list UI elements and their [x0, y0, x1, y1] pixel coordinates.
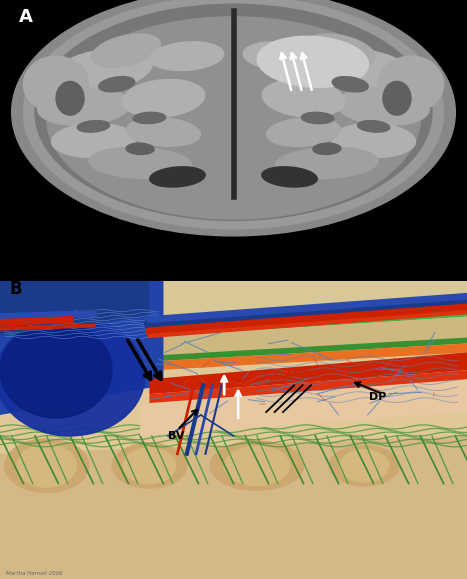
Ellipse shape — [383, 82, 411, 115]
Ellipse shape — [12, 0, 455, 236]
Ellipse shape — [0, 317, 145, 436]
Ellipse shape — [123, 448, 176, 483]
Text: Martha Harnell 2006: Martha Harnell 2006 — [6, 571, 62, 577]
Ellipse shape — [35, 4, 432, 221]
Polygon shape — [0, 338, 467, 371]
Ellipse shape — [89, 147, 191, 178]
Polygon shape — [149, 353, 467, 394]
Ellipse shape — [77, 120, 110, 132]
Ellipse shape — [378, 56, 444, 112]
Ellipse shape — [337, 88, 429, 125]
Ellipse shape — [257, 36, 368, 87]
Polygon shape — [140, 281, 467, 317]
Text: BV: BV — [168, 431, 184, 441]
Ellipse shape — [357, 120, 390, 132]
Ellipse shape — [150, 167, 205, 187]
Ellipse shape — [262, 79, 345, 117]
Ellipse shape — [315, 49, 414, 91]
Ellipse shape — [92, 34, 161, 67]
Polygon shape — [0, 436, 467, 579]
Ellipse shape — [267, 118, 340, 146]
Polygon shape — [0, 281, 467, 579]
Ellipse shape — [224, 446, 290, 485]
Ellipse shape — [126, 143, 154, 155]
Ellipse shape — [53, 49, 152, 91]
Ellipse shape — [51, 123, 135, 157]
Ellipse shape — [127, 118, 200, 146]
Ellipse shape — [340, 449, 389, 482]
Ellipse shape — [332, 123, 416, 157]
Ellipse shape — [276, 147, 378, 178]
Polygon shape — [0, 317, 467, 364]
Ellipse shape — [306, 34, 375, 67]
Ellipse shape — [210, 441, 304, 490]
Text: A: A — [19, 9, 33, 27]
Polygon shape — [149, 371, 467, 403]
Polygon shape — [0, 281, 163, 415]
Ellipse shape — [329, 446, 399, 486]
Ellipse shape — [150, 42, 224, 71]
Ellipse shape — [313, 143, 341, 155]
Ellipse shape — [243, 42, 317, 71]
Ellipse shape — [56, 82, 84, 115]
Ellipse shape — [112, 444, 187, 488]
Ellipse shape — [47, 17, 420, 219]
Polygon shape — [0, 343, 467, 379]
Ellipse shape — [262, 167, 317, 187]
Polygon shape — [140, 379, 467, 436]
Polygon shape — [0, 281, 149, 335]
Ellipse shape — [122, 79, 205, 117]
Ellipse shape — [0, 323, 112, 418]
Ellipse shape — [17, 444, 76, 487]
Ellipse shape — [23, 56, 89, 112]
Text: B: B — [9, 280, 22, 298]
Ellipse shape — [99, 76, 135, 92]
Text: DP: DP — [369, 392, 386, 402]
Polygon shape — [0, 311, 467, 346]
Ellipse shape — [332, 76, 368, 92]
Ellipse shape — [38, 88, 130, 125]
Ellipse shape — [133, 112, 166, 123]
Ellipse shape — [5, 439, 89, 493]
Ellipse shape — [301, 112, 334, 123]
Ellipse shape — [23, 0, 444, 229]
